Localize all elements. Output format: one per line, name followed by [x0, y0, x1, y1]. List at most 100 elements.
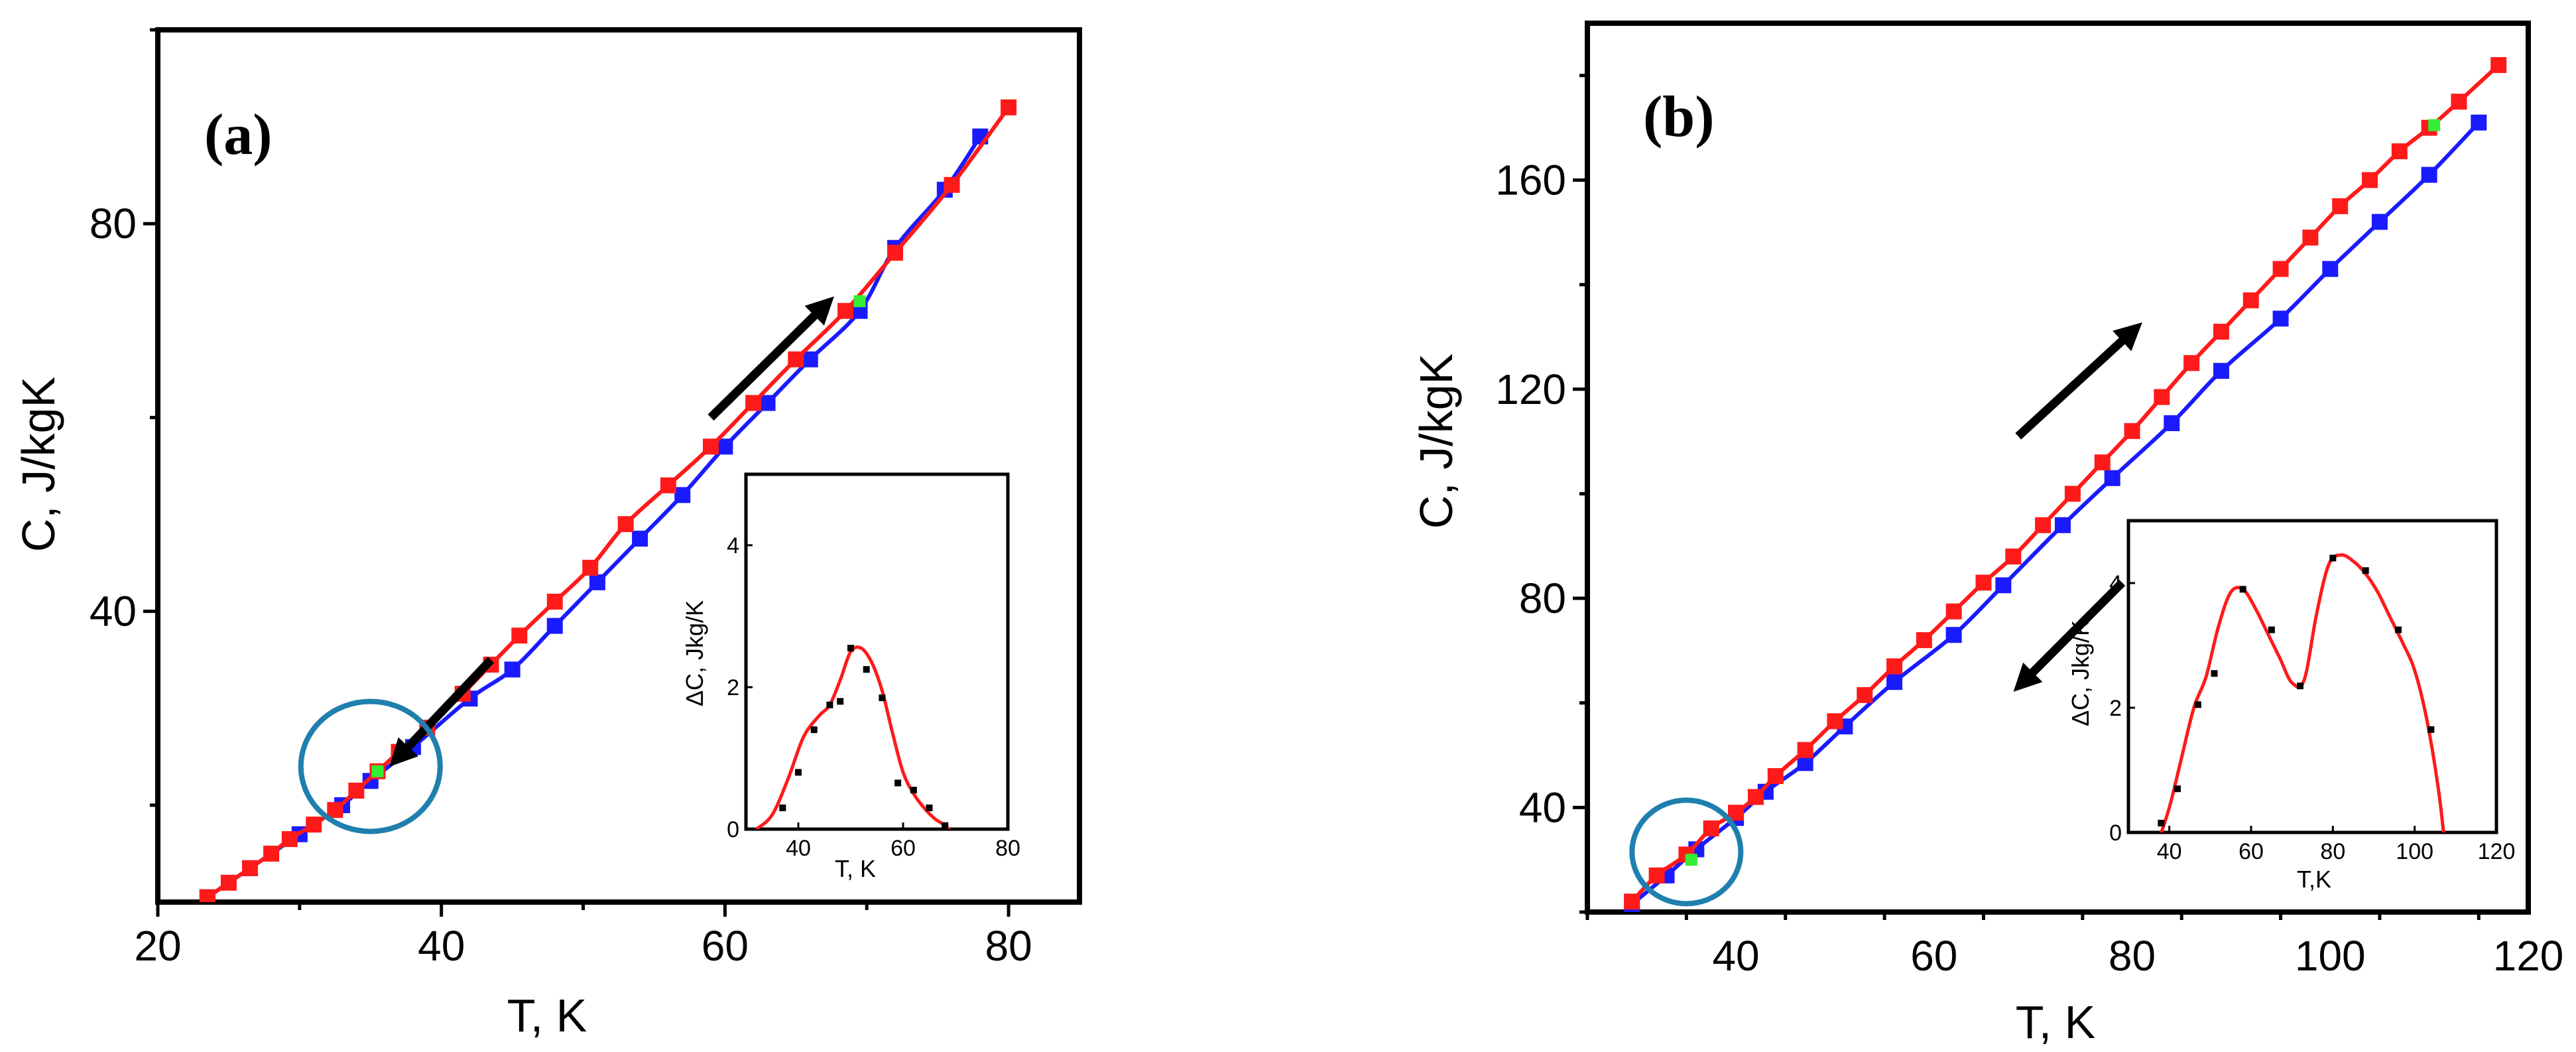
green-point [2428, 119, 2441, 131]
x-tick-label: 20 [134, 922, 181, 970]
inset-x-tick-label: 100 [2396, 839, 2433, 864]
cooling-point [674, 487, 691, 503]
inset-data-point [2268, 626, 2275, 633]
cooling-point [2471, 114, 2487, 131]
inset-y-tick-label: 2 [2109, 696, 2122, 721]
heating-point [2124, 423, 2140, 439]
inset-x-tick-label: 80 [2320, 839, 2345, 864]
inset-x-tick-label: 120 [2478, 839, 2516, 864]
inset-data-point [2395, 626, 2402, 633]
heating-point [263, 845, 280, 862]
x-tick-label: 40 [1712, 932, 1759, 980]
heating-point [2154, 389, 2170, 405]
heating-point [1857, 687, 1873, 703]
heating-point [2391, 143, 2408, 160]
panel-b-frame [1585, 21, 2531, 915]
inset-data-point [826, 701, 833, 708]
inset-data-point [942, 822, 949, 829]
inset-x-tick-label: 60 [890, 836, 916, 861]
heating-point [1886, 658, 1903, 675]
inset-data-point [2194, 701, 2201, 708]
x-tick-label: 80 [2109, 932, 2156, 980]
heating-point [837, 302, 854, 319]
heating-point [348, 782, 365, 799]
heating-point [2332, 198, 2349, 214]
arrow-up [707, 296, 834, 421]
heating-point [660, 477, 676, 493]
inset-x-tick-label: 40 [2157, 839, 2182, 864]
heating-point [1767, 768, 1784, 785]
arrow-up [2015, 322, 2142, 440]
arrow-down [2013, 579, 2126, 692]
heating-point [1624, 893, 1640, 910]
inset-data-point [2427, 726, 2435, 733]
heating-point [745, 395, 762, 411]
cooling-point [546, 618, 563, 634]
cooling-point [759, 395, 776, 411]
inset-data-point [847, 645, 854, 652]
cooling-point [2213, 363, 2229, 379]
highlight-circle [1629, 797, 1744, 907]
inset-data-point [894, 779, 902, 787]
heating-point [1747, 789, 1764, 805]
x-tick-label: 60 [1910, 932, 1957, 980]
inset-data-point [2362, 567, 2369, 574]
heating-point [2490, 57, 2507, 74]
heating-point [1827, 713, 1843, 730]
x-tick-label: 80 [985, 922, 1032, 970]
cooling-point [632, 531, 648, 547]
panel-b-inset-frame [2126, 519, 2498, 834]
inset-data-point [837, 698, 844, 705]
y-tick-label: 40 [1519, 783, 1566, 831]
inset-y-tick-label: 0 [727, 817, 739, 842]
heating-point [1945, 603, 1962, 620]
x-tick-label: 60 [702, 922, 749, 970]
panel-a-axes [155, 27, 1082, 905]
heating-point [1001, 99, 1017, 115]
heating-point [2302, 230, 2319, 246]
heating-point [2451, 94, 2467, 110]
cooling-point [1945, 627, 1962, 643]
panel-a-inset-xlabel: T, K [835, 855, 876, 882]
x-tick-label: 100 [2295, 932, 2366, 980]
heating-point [511, 627, 528, 644]
inset-x-tick-label: 60 [2239, 839, 2264, 864]
green-point [1685, 854, 1697, 866]
heating-point [887, 245, 903, 261]
cooling-point [2164, 415, 2180, 431]
panel-b-series [1624, 57, 2507, 912]
heating-point [2005, 549, 2022, 564]
cooling-point [2104, 470, 2120, 486]
heating-point [703, 438, 719, 455]
heating-point [2242, 292, 2259, 308]
heating-point [327, 802, 343, 819]
heating-point [2094, 454, 2111, 471]
heating-point [1703, 820, 1719, 836]
y-tick-label: 80 [90, 200, 137, 247]
inset-fit-curve [2160, 553, 2445, 832]
heating-point [582, 559, 599, 576]
inset-data-point [863, 666, 870, 673]
inset-data-point [879, 694, 886, 702]
heating-point [2362, 172, 2378, 188]
cooling-point [2054, 517, 2071, 533]
heating-point [199, 889, 215, 902]
inset-x-tick-label: 40 [786, 836, 811, 861]
panel-a-xlabel: T, K [507, 990, 587, 1041]
inset-data-point [2211, 670, 2218, 677]
green-point [371, 765, 384, 777]
inset-data-point [910, 787, 917, 794]
heating-point [788, 351, 804, 367]
panel-a-inset: 40 60 80 0 2 4 T, K ΔC, Jkg/K [681, 472, 1020, 882]
panel-b-annotations [1629, 322, 2142, 907]
panel-b-label: (b) [1643, 85, 1715, 149]
panel-b-inset: 40 60 80 100 120 0 2 4 T,K ΔC, Jkg/K [2067, 519, 2516, 893]
highlight-circle [298, 698, 443, 834]
y-tick-label: 40 [90, 588, 137, 635]
heating-point [242, 860, 258, 876]
panel-b-xlabel: T, K [2016, 996, 2096, 1048]
arrow-down [389, 657, 495, 767]
panel-a-ylabel: C, J/kgK [13, 377, 64, 553]
